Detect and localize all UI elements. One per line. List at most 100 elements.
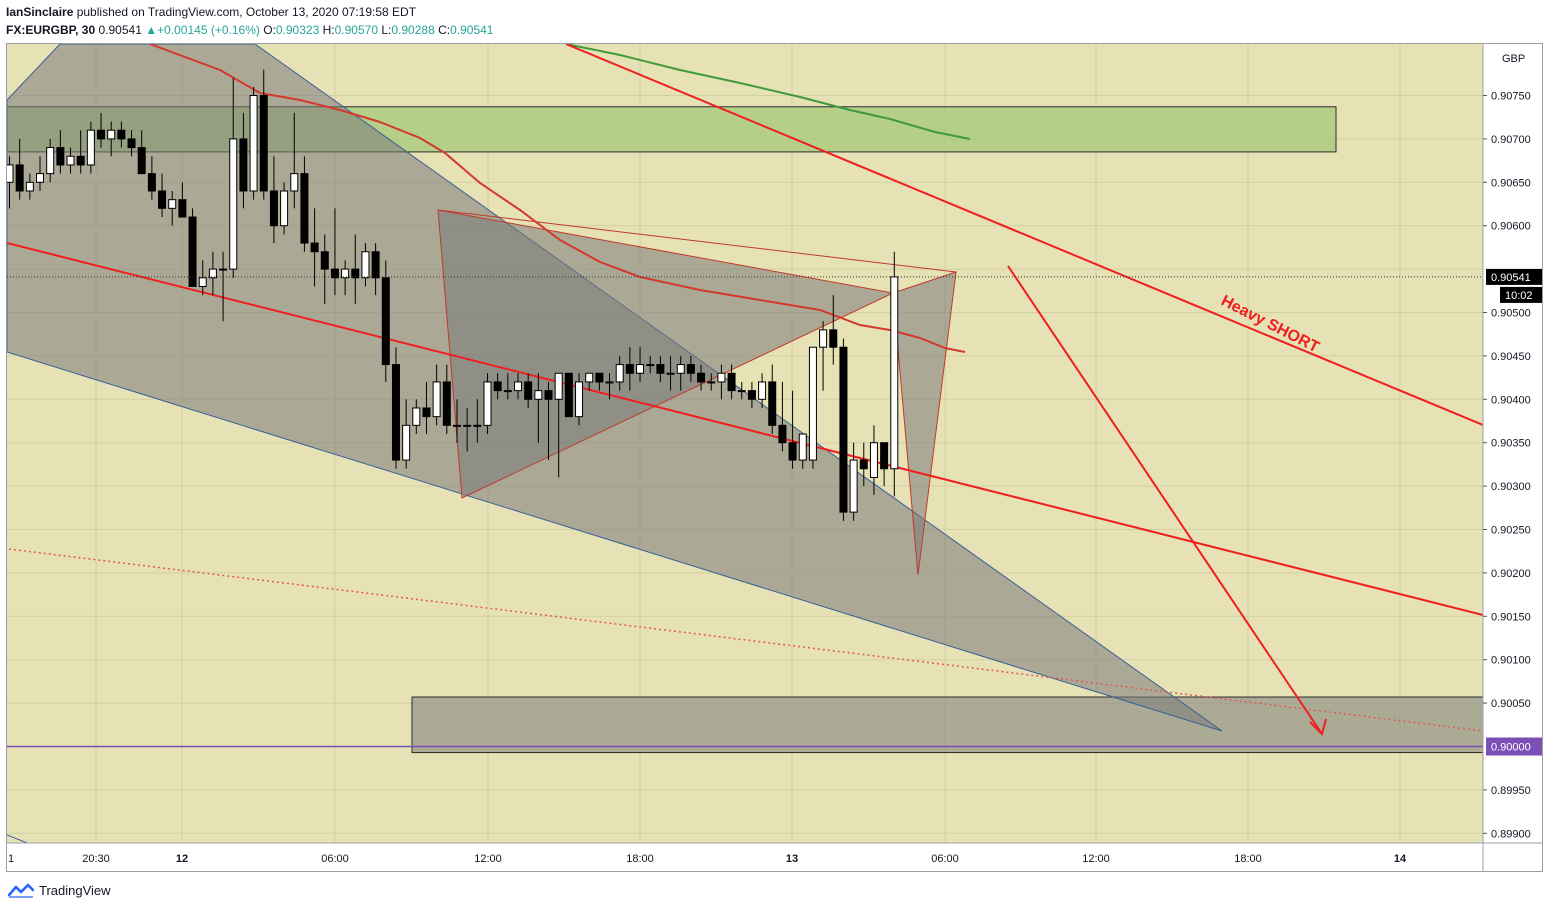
- tradingview-logo-icon: [8, 883, 34, 898]
- close-label: C:: [438, 23, 451, 37]
- candle-bearish: [829, 329, 838, 348]
- time-tick-label: 13: [786, 853, 798, 865]
- candle-bearish: [880, 442, 889, 470]
- price-tick-label: 0.90400: [1491, 394, 1531, 406]
- high-label: H:: [322, 23, 335, 37]
- last-price-label: 0.90541: [1491, 272, 1531, 284]
- candle-bearish: [727, 372, 736, 392]
- publish-text: published on TradingView.com, October 13…: [73, 5, 417, 19]
- time-tick-label: 06:00: [321, 853, 349, 865]
- candle-bullish: [249, 95, 258, 192]
- candle-bullish: [341, 268, 350, 279]
- author-name[interactable]: IanSinclaire: [6, 5, 74, 19]
- candle-bearish: [97, 129, 106, 140]
- candle-bearish: [147, 173, 156, 192]
- candle-bearish: [788, 442, 797, 461]
- candle-bullish: [36, 173, 45, 183]
- candle-bullish: [208, 268, 217, 279]
- change-value: +0.00145 (+0.16%): [157, 23, 260, 37]
- candle-bearish: [117, 129, 126, 140]
- price-tick-label: 0.90750: [1491, 91, 1531, 103]
- candle-bearish: [391, 364, 400, 461]
- candle-bullish: [432, 381, 441, 418]
- trend-line-lower: [7, 242, 1483, 616]
- candle-bearish: [56, 147, 65, 166]
- price-tick-label: 0.90350: [1491, 438, 1531, 450]
- candle-bearish: [127, 138, 136, 149]
- candle-bearish: [15, 164, 24, 192]
- candle-bullish: [605, 381, 614, 384]
- time-tick-label: 18:00: [626, 853, 654, 865]
- price-tick-label: 0.90250: [1491, 525, 1531, 537]
- candle-bullish: [483, 381, 492, 426]
- candle-bearish: [564, 372, 573, 418]
- candle-bullish: [554, 372, 563, 400]
- candle-bearish: [351, 268, 360, 279]
- candle-bullish: [819, 329, 828, 348]
- projection-arrow-line: [1007, 265, 1323, 735]
- open-value: 0.90323: [275, 23, 320, 37]
- price-tick-label: 0.90650: [1491, 177, 1531, 189]
- candle-bullish: [66, 155, 75, 166]
- time-tick-label: 18:00: [1234, 853, 1262, 865]
- plot-area: Heavy SHORT: [7, 44, 1483, 843]
- harmonic-xb-line: [437, 209, 957, 273]
- candle-bullish: [737, 390, 746, 393]
- candle-bearish: [595, 372, 604, 383]
- price-tick-label: 0.90150: [1491, 611, 1531, 623]
- candle-bearish: [686, 364, 695, 374]
- candle-bearish: [839, 346, 848, 513]
- symbol-label: FX:EURGBP, 30: [6, 23, 96, 37]
- candle-bullish: [514, 381, 522, 392]
- candle-bearish: [697, 372, 706, 383]
- candle-bullish: [534, 390, 543, 400]
- candle-bullish: [46, 147, 55, 175]
- candle-bullish: [849, 459, 858, 513]
- candle-bearish: [656, 364, 665, 374]
- candle-bullish: [168, 199, 177, 209]
- candle-bullish: [412, 407, 421, 426]
- symbol-info: FX:EURGBP, 30 0.90541 ▲+0.00145 (+0.16%)…: [6, 23, 493, 37]
- candle-bearish: [137, 147, 146, 175]
- tradingview-footer[interactable]: TradingView: [8, 882, 111, 898]
- candle-bullish: [585, 372, 594, 383]
- change-arrow-icon: ▲: [145, 23, 158, 37]
- candle-bullish: [198, 277, 207, 287]
- price-tick-label: 0.90450: [1491, 351, 1531, 363]
- candle-bearish: [259, 95, 268, 192]
- candle-bearish: [381, 277, 390, 366]
- price-tick-label: 0.90700: [1491, 134, 1531, 146]
- time-tick-label: 14: [1394, 853, 1407, 865]
- last-price-badge: [1486, 268, 1542, 285]
- time-tick-label: 20:30: [82, 853, 110, 865]
- time-tick-label: 12:00: [1082, 853, 1110, 865]
- projection-arrowhead: [1309, 718, 1327, 736]
- candle-bullish: [361, 251, 370, 279]
- candle-bullish: [7, 164, 14, 183]
- low-label: L:: [381, 23, 392, 37]
- time-tick-label: 12:00: [474, 853, 502, 865]
- candle-bullish: [463, 424, 472, 427]
- price-tick-label: 0.90500: [1491, 308, 1531, 320]
- candle-bullish: [615, 364, 624, 383]
- candle-bullish: [646, 364, 655, 367]
- candle-bearish: [300, 173, 309, 244]
- red-moving-average: [149, 44, 966, 353]
- candle-bullish: [575, 381, 584, 418]
- candle-bearish: [625, 364, 634, 374]
- candle-bullish: [107, 129, 116, 140]
- candle-bearish: [524, 381, 533, 400]
- price-tick-label: 0.90300: [1491, 481, 1531, 493]
- candle-bullish: [86, 129, 95, 166]
- green-moving-average: [565, 44, 971, 140]
- level-label: 0.90000: [1491, 742, 1531, 754]
- candle-bullish: [452, 424, 461, 427]
- candle-bearish: [188, 216, 197, 287]
- candle-bullish: [808, 346, 817, 461]
- candle-bearish: [269, 190, 278, 227]
- candle-bearish: [442, 381, 451, 426]
- candle-bearish: [768, 381, 777, 426]
- candle-bullish: [676, 364, 685, 374]
- time-tick-label: 06:00: [931, 853, 959, 865]
